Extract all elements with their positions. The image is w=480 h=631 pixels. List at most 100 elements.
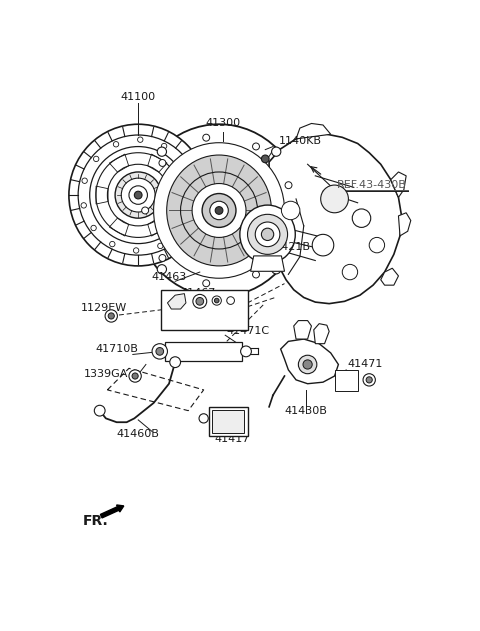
Text: 41710B: 41710B xyxy=(96,344,139,354)
Circle shape xyxy=(255,222,280,247)
Circle shape xyxy=(363,374,375,386)
Circle shape xyxy=(262,155,269,163)
Circle shape xyxy=(190,182,195,187)
Ellipse shape xyxy=(69,124,207,266)
Text: 41417: 41417 xyxy=(215,434,250,444)
Circle shape xyxy=(203,134,210,141)
Circle shape xyxy=(109,242,115,247)
FancyArrow shape xyxy=(100,505,124,518)
Polygon shape xyxy=(168,293,186,309)
Polygon shape xyxy=(209,407,248,436)
Circle shape xyxy=(159,160,166,167)
Circle shape xyxy=(215,206,223,215)
Circle shape xyxy=(82,178,87,184)
Ellipse shape xyxy=(136,124,302,297)
Circle shape xyxy=(312,234,334,256)
Circle shape xyxy=(170,357,180,367)
Circle shape xyxy=(105,310,118,322)
Text: 41430B: 41430B xyxy=(285,406,327,416)
Circle shape xyxy=(227,297,234,304)
Circle shape xyxy=(157,243,163,249)
Circle shape xyxy=(193,295,207,309)
Ellipse shape xyxy=(154,143,285,278)
Circle shape xyxy=(210,201,228,220)
Polygon shape xyxy=(267,134,402,304)
Polygon shape xyxy=(281,339,338,384)
Circle shape xyxy=(94,405,105,416)
Polygon shape xyxy=(381,268,398,285)
Circle shape xyxy=(299,355,317,374)
Polygon shape xyxy=(398,213,411,236)
Circle shape xyxy=(121,178,155,212)
Circle shape xyxy=(285,232,292,239)
Circle shape xyxy=(199,414,208,423)
FancyBboxPatch shape xyxy=(161,290,248,330)
Circle shape xyxy=(157,147,167,156)
Circle shape xyxy=(352,209,371,227)
Text: 41463: 41463 xyxy=(151,273,187,283)
Circle shape xyxy=(366,377,372,383)
Polygon shape xyxy=(296,124,331,139)
Text: 41471: 41471 xyxy=(348,360,383,370)
Circle shape xyxy=(196,297,204,305)
Text: 41460B: 41460B xyxy=(117,429,160,439)
Text: 1129EW: 1129EW xyxy=(81,304,127,313)
Circle shape xyxy=(272,147,281,156)
Polygon shape xyxy=(294,321,312,339)
Circle shape xyxy=(180,160,185,165)
Text: REF.43-430B: REF.43-430B xyxy=(337,180,407,190)
Circle shape xyxy=(142,207,149,214)
Polygon shape xyxy=(148,218,167,236)
Circle shape xyxy=(212,296,221,305)
Circle shape xyxy=(161,143,167,149)
Circle shape xyxy=(303,360,312,369)
Circle shape xyxy=(342,264,358,280)
Polygon shape xyxy=(391,172,406,198)
Text: 41467: 41467 xyxy=(180,288,216,298)
Circle shape xyxy=(178,228,183,234)
Circle shape xyxy=(202,194,236,227)
FancyBboxPatch shape xyxy=(165,342,242,361)
Circle shape xyxy=(113,141,119,147)
Polygon shape xyxy=(109,218,129,236)
Circle shape xyxy=(240,346,252,357)
Circle shape xyxy=(159,254,166,261)
FancyBboxPatch shape xyxy=(335,370,358,391)
Circle shape xyxy=(94,156,99,162)
Circle shape xyxy=(152,344,168,359)
Polygon shape xyxy=(251,256,285,271)
Circle shape xyxy=(156,348,164,355)
Text: 1140KB: 1140KB xyxy=(278,136,321,146)
Circle shape xyxy=(285,182,292,189)
Circle shape xyxy=(91,225,96,231)
Circle shape xyxy=(203,280,210,286)
Circle shape xyxy=(133,248,139,253)
Circle shape xyxy=(252,271,260,278)
Circle shape xyxy=(132,373,138,379)
Text: 41421B: 41421B xyxy=(267,242,311,252)
Circle shape xyxy=(129,186,147,204)
Polygon shape xyxy=(260,220,275,245)
Polygon shape xyxy=(109,154,129,172)
Circle shape xyxy=(134,191,142,199)
Circle shape xyxy=(189,207,194,212)
Circle shape xyxy=(262,228,274,240)
Circle shape xyxy=(157,264,167,274)
Circle shape xyxy=(369,237,384,253)
Text: 41300: 41300 xyxy=(205,119,240,129)
Polygon shape xyxy=(168,186,180,204)
Text: 41471C: 41471C xyxy=(227,326,270,336)
Circle shape xyxy=(81,203,86,208)
Circle shape xyxy=(272,264,281,274)
Polygon shape xyxy=(212,410,244,433)
Circle shape xyxy=(252,143,260,150)
Polygon shape xyxy=(148,154,167,172)
Circle shape xyxy=(321,185,348,213)
Circle shape xyxy=(248,215,288,254)
Polygon shape xyxy=(96,186,108,204)
Circle shape xyxy=(192,184,246,237)
Ellipse shape xyxy=(240,205,295,264)
Text: FR.: FR. xyxy=(83,514,108,528)
Circle shape xyxy=(129,370,141,382)
Text: 41100: 41100 xyxy=(120,91,156,102)
